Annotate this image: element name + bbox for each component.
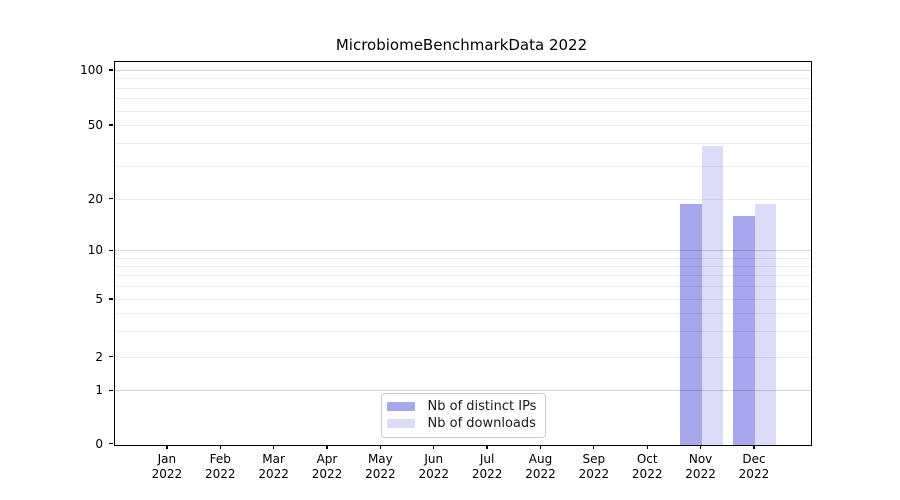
x-tick-mark xyxy=(593,444,595,449)
y-tick-label-20: 20 xyxy=(87,191,103,206)
gridline-y-1 xyxy=(114,390,811,392)
gridline-y-5 xyxy=(114,299,811,301)
x-tick-month: Dec xyxy=(742,451,766,466)
x-tick-label-dec: Dec 2022 xyxy=(724,452,784,483)
x-tick-month: Oct xyxy=(636,451,658,466)
y-tick-label-0: 0 xyxy=(95,436,103,451)
gridline-y-10 xyxy=(114,250,811,252)
x-tick-label-sep: Sep 2022 xyxy=(564,452,624,483)
x-tick-mark xyxy=(166,444,168,449)
x-tick-year: 2022 xyxy=(311,467,343,481)
gridline-y-minor-70 xyxy=(114,98,811,100)
x-tick-month: Jan xyxy=(157,451,177,466)
legend-swatch-icon xyxy=(386,401,415,412)
gridline-y-minor-8 xyxy=(114,266,811,268)
legend: Nb of distinct IPs Nb of downloads xyxy=(380,393,547,438)
gridline-y-2 xyxy=(114,356,811,358)
gridline-y-minor-9 xyxy=(114,257,811,259)
x-tick-year: 2022 xyxy=(418,467,449,481)
x-tick-year: 2022 xyxy=(631,467,663,481)
x-tick-year: 2022 xyxy=(258,467,289,481)
y-tick-mark xyxy=(109,249,113,252)
x-tick-year: 2022 xyxy=(365,467,396,481)
x-tick-month: Aug xyxy=(528,451,553,466)
x-tick-mark xyxy=(539,444,542,449)
x-tick-label-nov: Nov 2022 xyxy=(671,452,731,483)
x-tick-label-apr: Apr 2022 xyxy=(297,452,357,483)
x-tick-label-may: May 2022 xyxy=(350,452,410,483)
x-tick-year: 2022 xyxy=(685,467,716,481)
x-tick-mark xyxy=(379,444,381,449)
x-tick-mark xyxy=(433,444,435,449)
x-tick-month: Jun xyxy=(424,451,444,466)
y-tick-label-1: 1 xyxy=(95,383,103,398)
x-tick-month: Feb xyxy=(209,451,231,466)
y-tick-mark xyxy=(109,298,113,300)
gridline-y-minor-60 xyxy=(114,110,811,112)
x-tick-mark xyxy=(219,444,221,449)
x-tick-year: 2022 xyxy=(738,467,770,481)
y-tick-mark xyxy=(109,442,113,445)
x-tick-month: Nov xyxy=(688,451,713,466)
x-tick-year: 2022 xyxy=(471,467,503,481)
x-tick-label-oct: Oct 2022 xyxy=(617,452,677,483)
x-tick-month: Sep xyxy=(582,451,606,466)
x-tick-mark xyxy=(753,444,755,449)
gridline-y-minor-40 xyxy=(114,143,811,144)
gridline-y-50 xyxy=(114,125,811,127)
y-tick-mark xyxy=(109,69,113,71)
x-tick-label-jul: Jul 2022 xyxy=(457,452,517,483)
bar-nb-of-distinct-ips xyxy=(680,203,702,445)
y-tick-mark xyxy=(109,389,113,391)
legend-label: Nb of downloads xyxy=(427,416,536,431)
bar-nb-of-downloads xyxy=(701,146,724,445)
y-tick-mark xyxy=(109,356,113,358)
x-tick-label-jun: Jun 2022 xyxy=(404,452,464,483)
gridline-y-minor-30 xyxy=(114,166,811,168)
gridline-y-minor-6 xyxy=(114,286,811,288)
x-tick-year: 2022 xyxy=(204,467,236,481)
x-tick-month: Apr xyxy=(316,451,338,466)
x-tick-label-feb: Feb 2022 xyxy=(190,452,250,483)
x-tick-month: Jul xyxy=(479,451,495,466)
gridline-y-minor-7 xyxy=(114,275,811,277)
y-tick-label-2: 2 xyxy=(95,349,103,364)
gridline-y-minor-80 xyxy=(114,87,811,89)
x-tick-mark xyxy=(486,444,488,449)
x-tick-year: 2022 xyxy=(151,467,183,481)
gridline-y-minor-3 xyxy=(114,331,811,333)
x-tick-mark xyxy=(646,444,648,449)
x-tick-mark xyxy=(326,444,328,449)
bars-layer xyxy=(115,62,812,445)
x-tick-year: 2022 xyxy=(525,467,556,481)
x-tick-label-jan: Jan 2022 xyxy=(137,452,197,483)
y-tick-label-50: 50 xyxy=(87,118,103,133)
x-tick-mark xyxy=(272,444,275,449)
legend-swatch-icon xyxy=(386,418,415,429)
y-tick-label-5: 5 xyxy=(95,292,103,307)
x-tick-mark xyxy=(699,444,702,449)
legend-label: Nb of distinct IPs xyxy=(427,399,537,414)
chart-title: MicrobiomeBenchmarkData 2022 xyxy=(335,36,588,54)
legend-row: Nb of downloads xyxy=(386,415,537,432)
y-tick-mark xyxy=(109,198,113,200)
x-tick-label-aug: Aug 2022 xyxy=(510,452,570,483)
gridline-y-minor-90 xyxy=(114,78,811,80)
y-tick-mark xyxy=(109,124,113,126)
legend-row: Nb of distinct IPs xyxy=(386,398,537,415)
x-tick-year: 2022 xyxy=(578,467,610,481)
grid-layer xyxy=(114,62,811,445)
x-tick-month: Mar xyxy=(262,451,285,466)
bar-nb-of-distinct-ips xyxy=(733,216,755,445)
plot-area: Nb of distinct IPs Nb of downloads xyxy=(113,60,812,446)
gridline-y-100 xyxy=(114,70,811,71)
gridline-y-20 xyxy=(114,198,811,200)
gridline-y-minor-4 xyxy=(114,313,811,315)
y-tick-label-100: 100 xyxy=(80,62,103,77)
bar-nb-of-downloads xyxy=(754,203,777,445)
x-tick-label-mar: Mar 2022 xyxy=(244,452,304,483)
y-tick-label-10: 10 xyxy=(87,243,103,258)
x-tick-month: May xyxy=(367,451,393,466)
